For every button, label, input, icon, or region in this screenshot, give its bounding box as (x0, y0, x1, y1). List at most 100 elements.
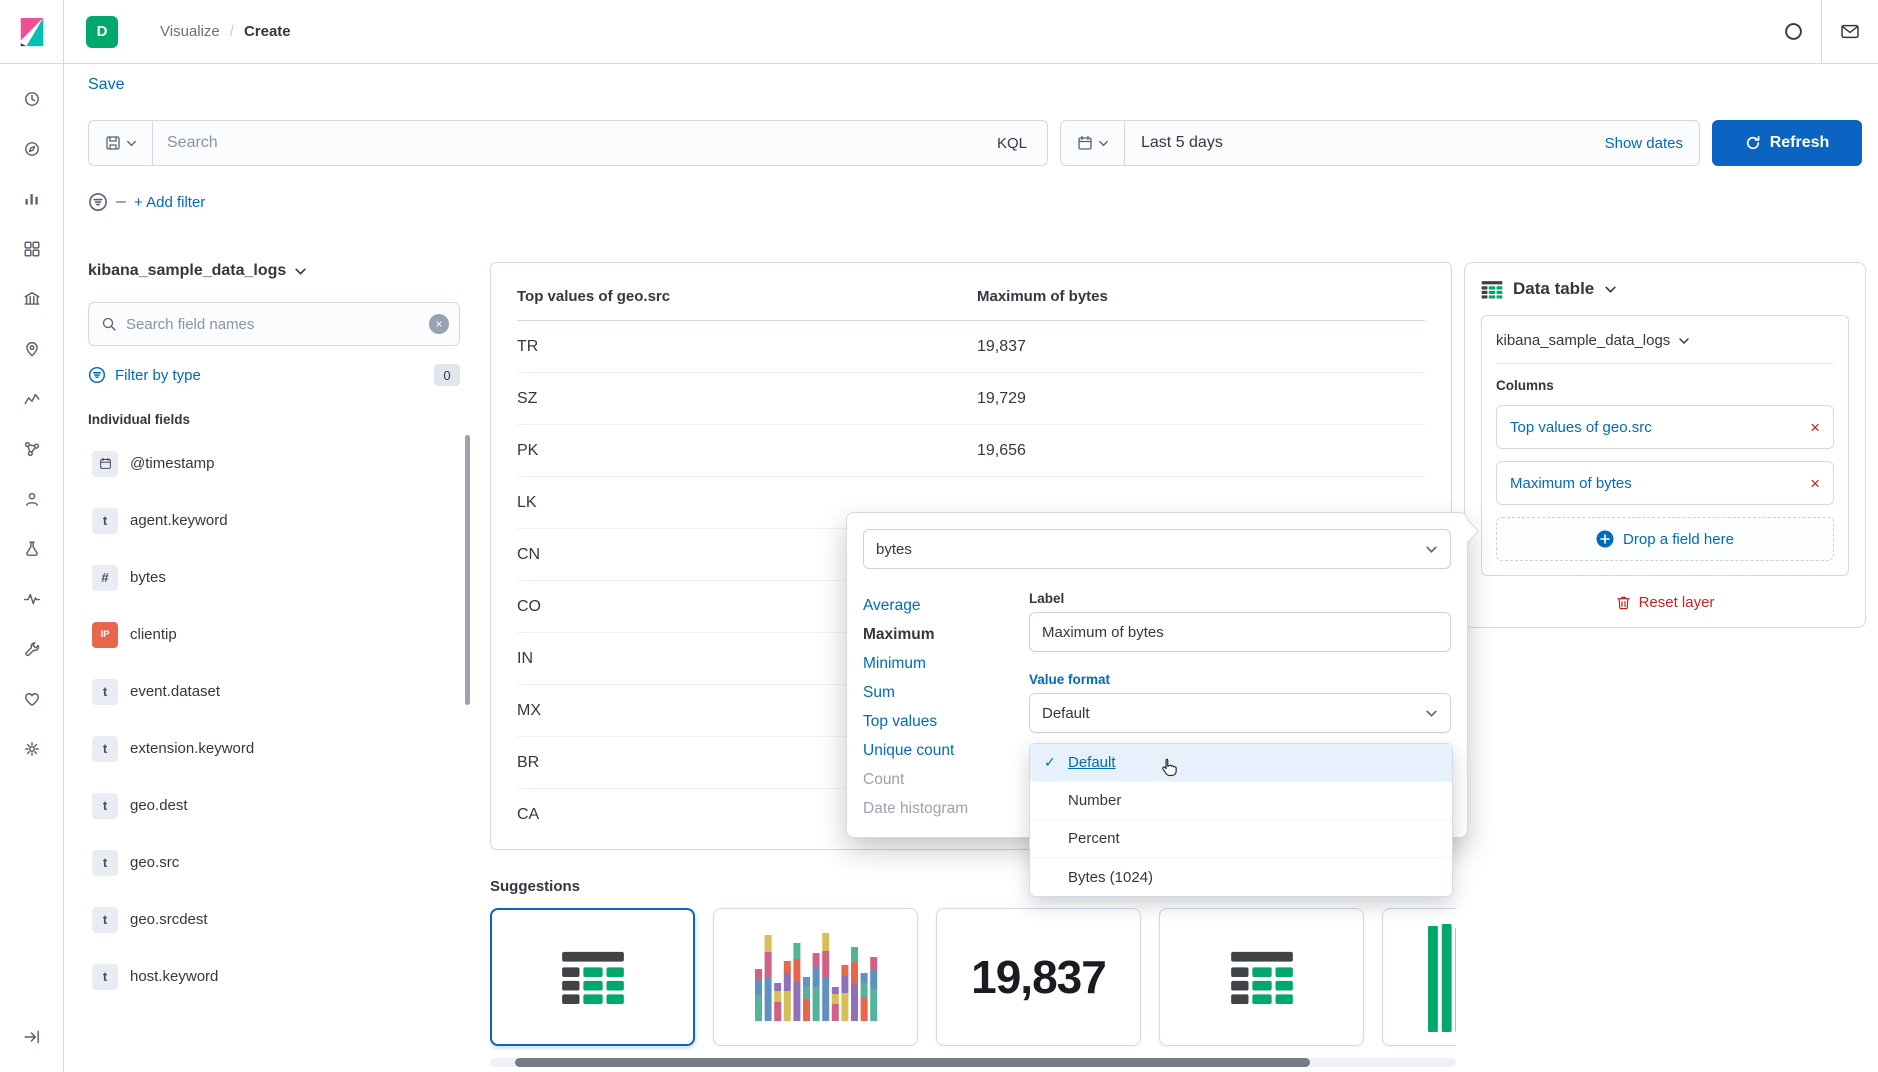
filter-separator (116, 201, 126, 203)
field-name: extension.keyword (130, 740, 255, 757)
field-item-geo-src[interactable]: t geo.src (88, 834, 460, 891)
string-token-icon: t (92, 678, 118, 705)
newsfeed-button[interactable] (1822, 0, 1878, 63)
save-button[interactable]: Save (88, 76, 125, 93)
nav-users[interactable] (10, 474, 54, 524)
filter-by-type-button[interactable]: Filter by type (115, 366, 201, 384)
field-search-input[interactable] (126, 315, 420, 333)
nav-visualize[interactable] (10, 174, 54, 224)
field-item-event-dataset[interactable]: t event.dataset (88, 663, 460, 720)
help-button[interactable] (1765, 0, 1821, 63)
field-item-host-keyword[interactable]: t host.keyword (88, 948, 460, 1005)
format-option-default[interactable]: ✓ Default (1030, 744, 1452, 782)
field-item-bytes[interactable]: # bytes (88, 549, 460, 606)
string-token-icon: t (92, 792, 118, 819)
table-column-header-max-bytes[interactable]: Maximum of bytes (977, 288, 1108, 305)
refresh-button[interactable]: Refresh (1712, 120, 1862, 166)
suggestion-data-table-alt[interactable] (1159, 908, 1364, 1046)
field-item-geo-dest[interactable]: t geo.dest (88, 777, 460, 834)
dimension-maximum-of-bytes[interactable]: Maximum of bytes × (1496, 461, 1834, 505)
value-format-select[interactable]: Default (1029, 693, 1451, 733)
nav-machine-learning[interactable] (10, 374, 54, 424)
dimension-settings: Label Value format Default (1013, 591, 1451, 823)
nav-uptime[interactable] (10, 574, 54, 624)
field-item-timestamp[interactable]: @timestamp (88, 435, 460, 492)
date-range-value[interactable]: Last 5 days (1141, 134, 1223, 151)
saved-query-menu-button[interactable] (88, 120, 152, 166)
nav-dashboard[interactable] (10, 224, 54, 274)
format-option-bytes[interactable]: Bytes (1024) (1030, 858, 1452, 896)
remove-dimension-button[interactable]: × (1810, 419, 1820, 436)
field-item-agent-keyword[interactable]: t agent.keyword (88, 492, 460, 549)
drop-field-label: Drop a field here (1623, 530, 1734, 548)
index-pattern-picker[interactable]: kibana_sample_data_logs (88, 262, 460, 280)
suggestion-data-table-selected[interactable] (490, 908, 695, 1046)
drop-field-target[interactable]: Drop a field here (1496, 517, 1834, 561)
table-cell: SZ (517, 389, 538, 407)
field-item-clientip[interactable]: IP clientip (88, 606, 460, 663)
nav-apm[interactable] (10, 524, 54, 574)
function-unique-count[interactable]: Unique count (863, 736, 954, 765)
kibana-logo[interactable] (0, 0, 64, 63)
show-dates-button[interactable]: Show dates (1605, 135, 1699, 152)
string-token-icon: t (92, 507, 118, 534)
clear-search-button[interactable]: × (429, 314, 449, 334)
date-quick-menu-button[interactable] (1061, 121, 1125, 165)
filter-circle-icon[interactable] (88, 192, 108, 212)
field-item-geo-srcdest[interactable]: t geo.srcdest (88, 891, 460, 948)
field-select[interactable]: bytes (863, 529, 1451, 569)
close-icon: × (1810, 473, 1820, 493)
wrench-icon (24, 642, 39, 657)
kql-language-button[interactable]: KQL (991, 131, 1033, 156)
space-avatar[interactable]: D (86, 15, 118, 48)
pulse-icon (23, 593, 40, 605)
nav-discover[interactable] (10, 124, 54, 174)
suggestion-metric[interactable]: 19,837 (936, 908, 1141, 1046)
reset-layer-button[interactable]: Reset layer (1481, 594, 1849, 611)
field-name: host.keyword (130, 968, 219, 985)
function-top-values[interactable]: Top values (863, 707, 937, 736)
suggestion-vertical-bars[interactable] (1382, 908, 1456, 1046)
nav-management[interactable] (10, 724, 54, 774)
dimension-top-values-geo-src[interactable]: Top values of geo.src × (1496, 405, 1834, 449)
function-sum[interactable]: Sum (863, 678, 895, 707)
format-option-label: Percent (1068, 830, 1120, 847)
field-search-wrap: × (88, 302, 460, 346)
nav-graph[interactable] (10, 424, 54, 474)
layer-index-picker[interactable]: kibana_sample_data_logs (1496, 332, 1834, 364)
field-item-extension-keyword[interactable]: t extension.keyword (88, 720, 460, 777)
data-table-icon (561, 951, 624, 1004)
chart-type-switcher[interactable]: Data table (1481, 279, 1849, 299)
table-cell: BR (517, 753, 540, 771)
nav-stack-monitoring[interactable] (10, 674, 54, 724)
search-input[interactable] (167, 134, 991, 152)
collapse-nav-button[interactable] (10, 1012, 54, 1062)
suggestion-bar-chart[interactable] (713, 908, 918, 1046)
add-filter-button[interactable]: + Add filter (134, 193, 206, 211)
field-select-value: bytes (876, 540, 912, 558)
query-bar: KQL Last 5 days Show dates Refresh (88, 120, 1862, 166)
building-icon (24, 292, 39, 305)
fields-scrollbar[interactable] (465, 435, 470, 705)
string-token-icon: t (92, 849, 118, 876)
filter-circle-icon (88, 366, 106, 384)
format-option-number[interactable]: Number (1030, 782, 1452, 820)
horizontal-scrollbar-thumb[interactable] (515, 1058, 1310, 1067)
breadcrumb-section[interactable]: Visualize (160, 23, 220, 40)
format-option-percent[interactable]: Percent (1030, 820, 1452, 858)
function-maximum[interactable]: Maximum (863, 620, 935, 649)
nav-dev-tools[interactable] (10, 624, 54, 674)
dimension-label-input[interactable] (1029, 612, 1451, 652)
horizontal-scrollbar-track[interactable] (490, 1058, 1456, 1067)
nav-maps[interactable] (10, 324, 54, 374)
remove-dimension-button[interactable]: × (1810, 475, 1820, 492)
nav-library[interactable] (10, 274, 54, 324)
value-format-value: Default (1042, 704, 1090, 722)
function-minimum[interactable]: Minimum (863, 649, 926, 678)
graph-network-icon (24, 441, 39, 457)
reset-layer-label: Reset layer (1638, 594, 1715, 611)
function-average[interactable]: Average (863, 591, 920, 620)
plus-circle-icon (1596, 530, 1614, 548)
table-column-header-geo-src[interactable]: Top values of geo.src (517, 288, 671, 305)
nav-recently-viewed[interactable] (10, 74, 54, 124)
